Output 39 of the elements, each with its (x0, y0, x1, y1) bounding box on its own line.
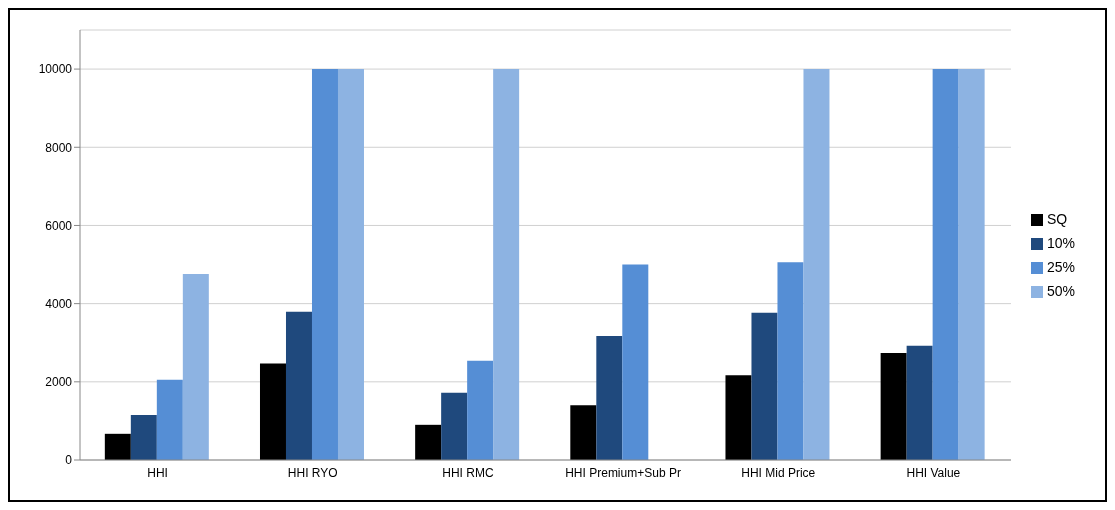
bar (932, 69, 959, 460)
bar (441, 392, 468, 460)
bar (777, 262, 804, 460)
bar (104, 433, 131, 460)
legend-label: 50% (1046, 283, 1075, 299)
bar (415, 424, 442, 460)
bar (156, 379, 183, 460)
y-tick-label: 2000 (45, 375, 73, 390)
legend-label: 10% (1046, 235, 1075, 251)
bar (751, 312, 778, 460)
x-tick-label: HHI RYO (287, 465, 338, 480)
bar (467, 360, 494, 460)
x-tick-label: HHI Value (906, 465, 961, 480)
bar (596, 336, 623, 460)
x-tick-label: HHI (147, 465, 168, 480)
y-tick-label: 10000 (38, 62, 73, 77)
legend-label: 25% (1046, 259, 1075, 275)
bar (570, 405, 597, 460)
bar (906, 345, 933, 460)
y-tick-label: 6000 (45, 218, 73, 233)
bar (958, 69, 985, 460)
bar (622, 264, 649, 460)
bar (725, 375, 752, 460)
y-tick-label: 8000 (45, 140, 73, 155)
bar (803, 69, 830, 460)
x-tick-label: HHI Premium+Sub Pr (565, 465, 681, 480)
bar (337, 69, 364, 460)
y-tick-label: 4000 (45, 296, 73, 311)
bar (182, 273, 209, 460)
bar (311, 69, 338, 460)
bar (493, 69, 520, 460)
x-tick-label: HHI RMC (442, 465, 494, 480)
y-tick-label: 0 (65, 453, 73, 468)
x-tick-label: HHI Mid Price (741, 465, 816, 480)
bar (130, 415, 157, 460)
bar (259, 363, 286, 460)
bar (880, 352, 907, 460)
legend-label: SQ (1046, 211, 1068, 227)
bar (285, 311, 312, 460)
